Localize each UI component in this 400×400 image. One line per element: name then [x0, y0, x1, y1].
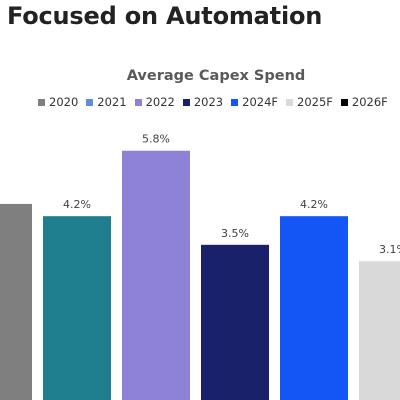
legend-label: 2023	[193, 95, 224, 109]
legend-label: 2021	[97, 95, 127, 109]
legend-swatch	[340, 98, 348, 106]
legend-item-2023: 2023	[182, 95, 224, 109]
legend-swatch	[134, 98, 142, 106]
bar-value-label: 4.2%	[63, 198, 91, 211]
legend-swatch	[38, 98, 45, 106]
legend-label: 2026F	[351, 95, 388, 109]
legend-swatch	[182, 98, 190, 106]
bar-value-label: 4.2%	[300, 198, 328, 211]
bar-value-label: 3.5%	[221, 227, 249, 240]
legend-item-2024f: 2024F	[231, 95, 278, 109]
legend-label: 2022	[145, 95, 175, 109]
bar-2021	[43, 216, 111, 400]
legend-label: 2024F	[242, 95, 279, 109]
legend-label: 2020	[49, 95, 79, 109]
legend-swatch	[86, 98, 94, 106]
legend-swatch	[231, 98, 239, 106]
bar-value-label: 5.8%	[142, 133, 170, 146]
legend-item-2021: 2021	[86, 95, 127, 109]
bar-2024f	[280, 216, 348, 400]
legend-swatch	[286, 98, 294, 106]
bar-2023	[201, 244, 269, 400]
legend-item-2025f: 2025F	[286, 95, 333, 109]
page-title: Focused on Automation	[7, 2, 323, 30]
legend-label: 2025F	[297, 95, 333, 109]
legend-item-2026f: 2026F	[340, 95, 388, 109]
bar-value-label: 3.1%	[379, 243, 400, 256]
legend-item-2020: 2020	[38, 95, 78, 109]
bar-2020	[0, 203, 32, 400]
bar-2022	[122, 150, 190, 400]
bar-2025f	[359, 261, 400, 400]
legend-item-2022: 2022	[134, 95, 175, 109]
chart-title: Average Capex Spend	[126, 68, 306, 84]
chart-legend: 2020 2021 2022 2023 2024F 2025F 2026F	[38, 95, 396, 109]
